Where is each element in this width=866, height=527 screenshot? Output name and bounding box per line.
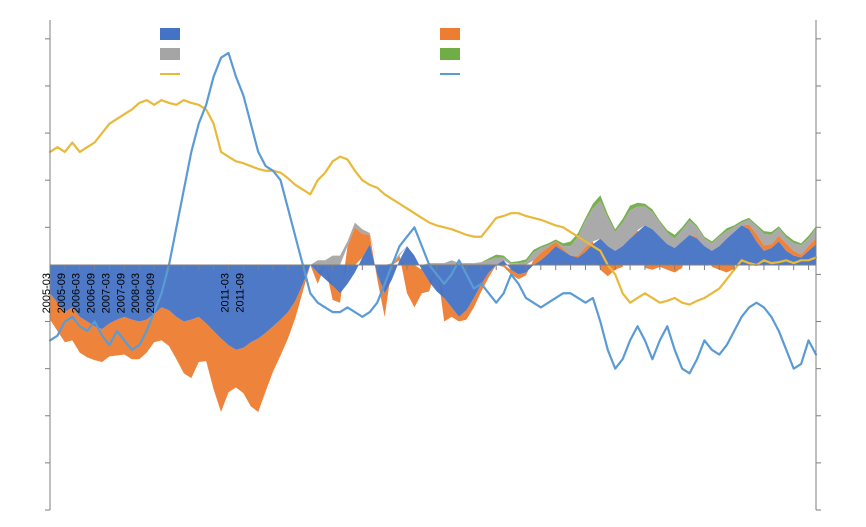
- x-tick-label: 2007-03: [100, 273, 112, 313]
- area-series-group: [50, 195, 816, 412]
- legend-swatch-s4: [440, 48, 460, 60]
- x-tick-label: 2008-03: [130, 273, 142, 313]
- x-tick-label: 2011-03: [219, 273, 231, 313]
- axes: [45, 20, 821, 510]
- x-tick-label: 2005-09: [56, 273, 68, 313]
- x-tick-label: 2007-09: [115, 273, 127, 313]
- chart: 2005-032005-092006-032006-092007-032007-…: [0, 0, 866, 527]
- chart-container: 2005-032005-092006-032006-092007-032007-…: [0, 0, 866, 527]
- x-tick-label: 2006-03: [71, 273, 83, 313]
- x-tick-label: 2005-03: [41, 273, 53, 313]
- legend-swatch-s3: [160, 48, 180, 60]
- x-tick-label: 2006-09: [86, 273, 98, 313]
- legend-swatch-s1: [160, 28, 180, 40]
- legend-swatch-s2: [440, 28, 460, 40]
- x-tick-label: 2011-09: [234, 273, 246, 313]
- x-tick-label: 2008-09: [145, 273, 157, 313]
- legend: [160, 28, 460, 74]
